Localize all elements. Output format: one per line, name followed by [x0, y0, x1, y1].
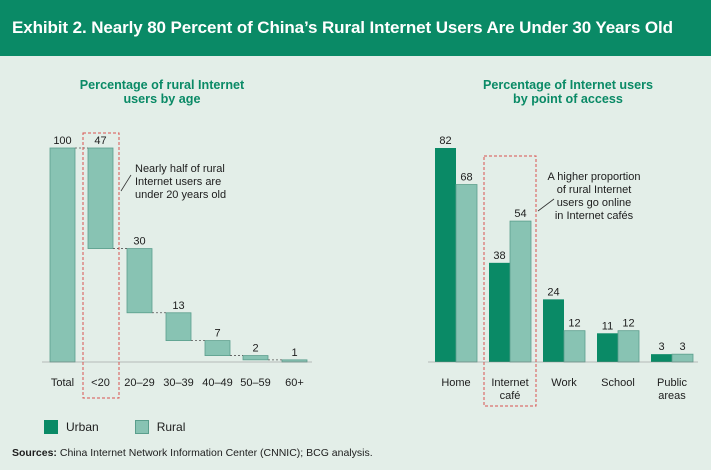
waterfall-annotation-line: under 20 years old: [135, 189, 226, 201]
waterfall-value-label: 1: [291, 347, 297, 359]
waterfall-value-label: 100: [53, 135, 71, 147]
access-category-label: Internet: [491, 377, 528, 389]
rural-bar: [509, 220, 532, 363]
waterfall-bar: [165, 312, 192, 341]
legend-item-urban: Urban: [44, 420, 99, 434]
access-category-label: Home: [441, 377, 470, 389]
access-category-label: areas: [658, 390, 686, 402]
rural-value-label: 54: [514, 208, 526, 220]
waterfall-bar: [242, 355, 269, 361]
right-chart-title-line: by point of access: [513, 92, 623, 106]
waterfall-bar: [281, 359, 308, 363]
rural-bar: [455, 184, 478, 363]
waterfall-highlight-box: [82, 132, 120, 399]
rural-value-label: 3: [679, 341, 685, 353]
waterfall-annotation-line: Nearly half of rural: [135, 163, 225, 175]
urban-value-label: 11: [602, 320, 613, 332]
exhibit-header: Exhibit 2. Nearly 80 Percent of China’s …: [0, 0, 711, 56]
legend-swatch-rural: [134, 420, 149, 434]
waterfall-annotation-leader: [120, 174, 132, 192]
access-category-label: Public: [657, 377, 687, 389]
rural-bar: [563, 330, 586, 363]
legend-label-rural: Rural: [156, 420, 186, 434]
access-category-label: café: [500, 390, 521, 402]
waterfall-value-label: 2: [252, 343, 258, 355]
waterfall-value-label: 30: [133, 236, 145, 248]
waterfall-value-label: 7: [214, 328, 220, 340]
left-chart-title-line: users by age: [123, 92, 200, 106]
grouped-highlight-box: [483, 155, 537, 407]
source-text: China Internet Network Information Cente…: [56, 447, 373, 459]
source-note: Sources: China Internet Network Informat…: [12, 447, 373, 459]
urban-bar: [543, 299, 564, 362]
waterfall-category-label: 30–39: [163, 377, 194, 389]
urban-value-label: 3: [658, 341, 664, 353]
waterfall-category-label: 20–29: [124, 377, 155, 389]
waterfall-bar: [204, 340, 231, 356]
waterfall-category-label: 60+: [285, 377, 304, 389]
urban-value-label: 82: [439, 135, 451, 147]
waterfall-value-label: 13: [172, 300, 184, 312]
waterfall-bar: [126, 248, 153, 314]
grouped-annotation-leader: [537, 198, 555, 212]
rural-value-label: 12: [568, 318, 580, 330]
waterfall-annotation-line: Internet users are: [135, 176, 221, 188]
waterfall-category-label: <20: [91, 377, 110, 389]
waterfall-value-label: 47: [94, 135, 106, 147]
waterfall-category-label: 40–49: [202, 377, 233, 389]
access-category-label: School: [601, 377, 635, 389]
waterfall-category-label: Total: [51, 377, 74, 389]
urban-bar: [597, 333, 618, 362]
access-category-label: Work: [551, 377, 577, 389]
urban-bar: [489, 262, 510, 362]
urban-value-label: 38: [493, 250, 505, 262]
grouped-annotation-line: users go online: [557, 197, 632, 209]
right-chart-title-line: Percentage of Internet users: [483, 78, 653, 92]
rural-value-label: 68: [460, 172, 472, 184]
urban-bar: [651, 354, 672, 362]
rural-bar: [671, 353, 694, 363]
legend-label-urban: Urban: [66, 420, 99, 434]
grouped-annotation-line: A higher proportion: [548, 171, 641, 183]
legend: Urban Rural: [44, 420, 221, 434]
exhibit-title: Exhibit 2. Nearly 80 Percent of China’s …: [12, 18, 673, 37]
legend-swatch-urban: [44, 420, 58, 434]
grouped-annotation-line: in Internet cafés: [555, 210, 634, 222]
rural-value-label: 12: [622, 318, 634, 330]
urban-bar: [435, 148, 456, 362]
waterfall-bar: [87, 147, 114, 249]
waterfall-bar: [49, 147, 76, 363]
rural-bar: [617, 330, 640, 363]
urban-value-label: 24: [547, 286, 559, 298]
source-label: Sources:: [12, 447, 57, 459]
grouped-annotation-line: of rural Internet: [557, 184, 632, 196]
waterfall-category-label: 50–59: [240, 377, 271, 389]
left-chart-title-line: Percentage of rural Internet: [80, 78, 245, 92]
legend-item-rural: Rural: [134, 420, 186, 434]
